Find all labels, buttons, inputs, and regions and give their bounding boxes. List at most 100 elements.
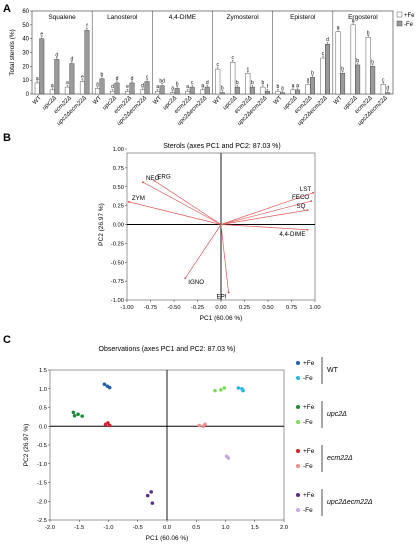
- observation-point: [105, 384, 110, 388]
- legend-marker: [296, 405, 300, 409]
- significance-letter: a: [186, 84, 189, 90]
- x-axis-label: PC1 (60.06 %): [146, 535, 189, 542]
- legend-strain-label: upc2Δ: [327, 411, 347, 418]
- strain-tick-label: WT: [333, 95, 344, 106]
- significance-letter: c: [247, 66, 250, 72]
- observation-point: [213, 388, 217, 393]
- strain-tick-label: WT: [273, 95, 284, 106]
- legend-label: -Fe: [303, 419, 313, 426]
- bar-minus-fe: [264, 91, 270, 95]
- x-tick-label: 0.5: [192, 525, 200, 531]
- x-tick-label: -2.0: [45, 525, 55, 531]
- significance-letter: d: [70, 57, 73, 63]
- chart-title: Observations (axes PC1 and PC2: 87.03 %): [99, 346, 236, 353]
- legend-strain-label: upc2Δecm22Δ: [327, 499, 373, 506]
- bar-minus-fe: [340, 73, 346, 95]
- significance-letter: bd: [159, 79, 165, 85]
- significance-letter: b: [341, 66, 344, 72]
- significance-letter: d: [386, 86, 389, 92]
- bar-minus-fe: [54, 59, 60, 95]
- significance-letter: a: [171, 86, 174, 92]
- significance-letter: b: [176, 81, 179, 87]
- y-tick-label: -1.0: [37, 462, 47, 468]
- bar-minus-fe: [99, 78, 105, 95]
- observation-point: [71, 410, 76, 415]
- significance-letter: a: [337, 25, 340, 31]
- significance-letter: a: [156, 84, 159, 90]
- y-tick-label: 0.25: [113, 204, 124, 210]
- loading-vector: [220, 192, 314, 225]
- bar-minus-fe: [279, 92, 285, 95]
- x-tick-label: 0.00: [215, 305, 226, 311]
- observation-point: [107, 423, 112, 428]
- scatter-panel-c: Observations (axes PC1 and PC2: 87.03 %)…: [23, 346, 373, 542]
- bar-plus-fe: [125, 91, 130, 95]
- bar-plus-fe: [380, 84, 386, 95]
- bar-minus-fe: [370, 66, 376, 95]
- significance-letter: c: [191, 80, 194, 86]
- vector-tip: [306, 209, 309, 212]
- legend-marker: [296, 420, 300, 424]
- significance-letter: d: [55, 52, 58, 58]
- significance-letter: b: [371, 59, 374, 65]
- y-tick-label: 1.00: [113, 147, 124, 153]
- significance-letter: b: [251, 80, 254, 86]
- bar-plus-fe: [260, 86, 266, 95]
- y-tick-label: 1.0: [39, 387, 47, 393]
- y-tick-label: 40: [22, 37, 29, 43]
- significance-letter: f: [267, 84, 269, 90]
- x-tick-label: -0.75: [144, 305, 157, 311]
- observation-point: [106, 421, 110, 425]
- bar-minus-fe: [204, 86, 210, 95]
- loading-vector: [128, 201, 222, 225]
- y-tick-label: 20: [22, 64, 29, 70]
- x-tick-label: -0.5: [133, 525, 143, 531]
- bar-plus-fe: [140, 89, 146, 95]
- bar-plus-fe: [305, 84, 311, 95]
- strain-tick-label: WT: [213, 95, 224, 106]
- significance-letter: c: [217, 62, 220, 68]
- vector-label: ZYM: [132, 195, 145, 202]
- bar-minus-fe: [69, 63, 75, 95]
- bar-plus-fe: [200, 89, 206, 95]
- y-tick-label: 0.50: [113, 185, 124, 191]
- x-tick-label: -1.5: [74, 525, 84, 531]
- observation-point: [201, 424, 206, 429]
- strain-tick-label: WT: [92, 95, 103, 106]
- chart-title: Sterols (axes PC1 and PC2: 87.03 %): [163, 143, 281, 150]
- bar-plus-fe: [215, 68, 221, 95]
- legend-label: -Fe: [404, 22, 414, 28]
- significance-letter: d: [111, 84, 114, 90]
- bar-minus-fe: [174, 88, 180, 95]
- significance-letter: c: [232, 55, 235, 61]
- significance-letter: a: [281, 86, 284, 92]
- y-tick-label: 30: [22, 51, 29, 57]
- legend-marker: [296, 361, 300, 365]
- vector-tip: [306, 228, 309, 231]
- bar-plus-fe: [94, 88, 100, 95]
- observation-point: [226, 456, 231, 460]
- legend-label: -Fe: [303, 375, 313, 382]
- x-tick-label: -0.25: [191, 305, 204, 311]
- bar-plus-fe: [230, 61, 236, 95]
- loading-vector: [184, 224, 222, 279]
- y-tick-label: -1.00: [111, 298, 124, 304]
- group-name: Zymosterol: [227, 14, 260, 21]
- bar-minus-fe: [325, 44, 331, 95]
- x-tick-label: 1.5: [251, 525, 259, 531]
- loading-vector: [220, 224, 229, 293]
- legend-marker: [296, 449, 300, 453]
- bar-plus-fe: [110, 91, 115, 95]
- bar-minus-fe: [385, 92, 391, 95]
- panel-label-a: A: [3, 3, 11, 15]
- y-axis-label: Total sterols (%): [9, 29, 16, 76]
- significance-letter: b: [221, 86, 224, 92]
- x-tick-label: 0.25: [239, 305, 250, 311]
- bar-minus-fe: [159, 85, 165, 95]
- significance-letter: d: [326, 37, 329, 43]
- loading-vector: [220, 200, 312, 225]
- vector-tip: [127, 200, 130, 203]
- bar-plus-fe: [290, 89, 296, 95]
- legend-swatch-plus-fe: [396, 11, 403, 18]
